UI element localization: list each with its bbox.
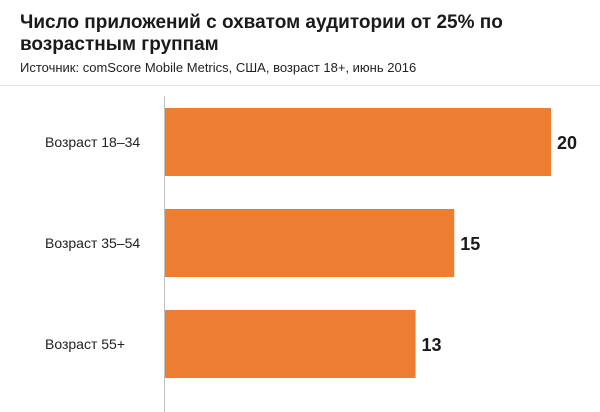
bar-2 [164, 209, 455, 277]
value-label-2: 15 [460, 234, 480, 254]
category-label-1: Возраст 18–34 [45, 134, 140, 150]
category-label-2: Возраст 35–54 [45, 235, 140, 251]
bar-3 [164, 310, 416, 378]
header-divider [0, 85, 600, 86]
value-label-3: 13 [422, 335, 442, 355]
bars-layer: Возраст 18–34 20 Возраст 35–54 15 Возраст 55… [45, 108, 577, 378]
category-label-3: Возраст 55+ [45, 336, 125, 352]
chart-title: Число приложений с охватом аудитории от … [20, 12, 503, 55]
value-label-1: 20 [557, 133, 577, 153]
chart-subtitle: Источник: comScore Mobile Metrics, США, … [20, 60, 417, 75]
bar-1 [164, 108, 551, 176]
